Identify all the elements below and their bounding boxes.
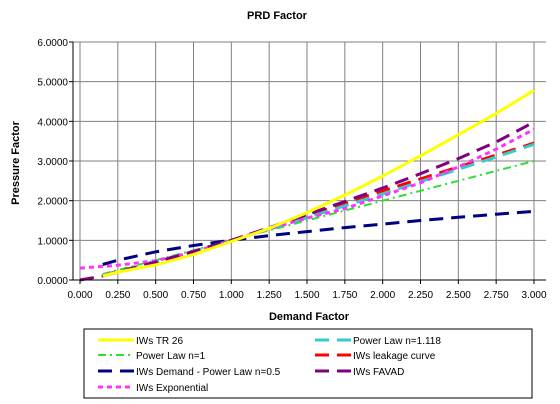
legend-label: IWs leakage curve — [353, 351, 436, 362]
y-tick-label: 3.0000 — [37, 157, 68, 168]
y-tick-label: 4.0000 — [37, 117, 68, 128]
x-tick-label: 2.750 — [484, 290, 509, 301]
x-tick-label: 2.500 — [446, 290, 471, 301]
x-tick-label: 0.500 — [143, 290, 168, 301]
chart-title: PRD Factor — [247, 10, 308, 22]
x-tick-label: 1.500 — [294, 290, 319, 301]
legend-label: Power Law n=1 — [136, 351, 206, 362]
x-axis-title: Demand Factor — [269, 311, 350, 323]
x-tick-label: 0.000 — [67, 290, 92, 301]
legend-label: IWs Exponential — [136, 383, 208, 394]
y-tick-label: 5.0000 — [37, 78, 68, 89]
legend-label: IWs Demand - Power Law n=0.5 — [136, 367, 281, 378]
x-tick-label: 1.750 — [332, 290, 357, 301]
y-tick-label: 6.0000 — [37, 38, 68, 49]
y-tick-label: 1.0000 — [37, 236, 68, 247]
x-tick-label: 1.000 — [219, 290, 244, 301]
x-tick-label: 0.250 — [105, 290, 130, 301]
y-tick-label: 2.0000 — [37, 197, 68, 208]
x-tick-label: 2.250 — [408, 290, 433, 301]
legend-box — [83, 328, 533, 399]
legend-label: IWs TR 26 — [136, 336, 183, 347]
x-tick-labels: 0.000 0.250 0.500 0.750 1.000 1.250 1.500 1.750… — [67, 290, 546, 301]
axes — [69, 41, 546, 284]
series-layer — [79, 89, 535, 282]
y-tick-labels: 0.0000 1.0000 2.0000 3.0000 4.0000 5.0000 6.00… — [37, 38, 68, 287]
x-tick-label: 1.250 — [257, 290, 282, 301]
legend-label: Power Law n=1.118 — [353, 336, 441, 347]
legend-label: IWs FAVAD — [353, 367, 404, 378]
series-line — [102, 89, 535, 278]
x-tick-label: 0.750 — [181, 290, 206, 301]
y-axis-title: Pressure Factor — [10, 120, 22, 204]
series-line — [102, 209, 535, 266]
x-tick-label: 3.000 — [521, 290, 546, 301]
legend: IWs TR 26 Power Law n=1.118 Power Law n=1 I… — [83, 328, 533, 399]
y-tick-label: 0.0000 — [37, 276, 68, 287]
x-tick-label: 2.000 — [370, 290, 395, 301]
gridlines — [73, 41, 546, 281]
